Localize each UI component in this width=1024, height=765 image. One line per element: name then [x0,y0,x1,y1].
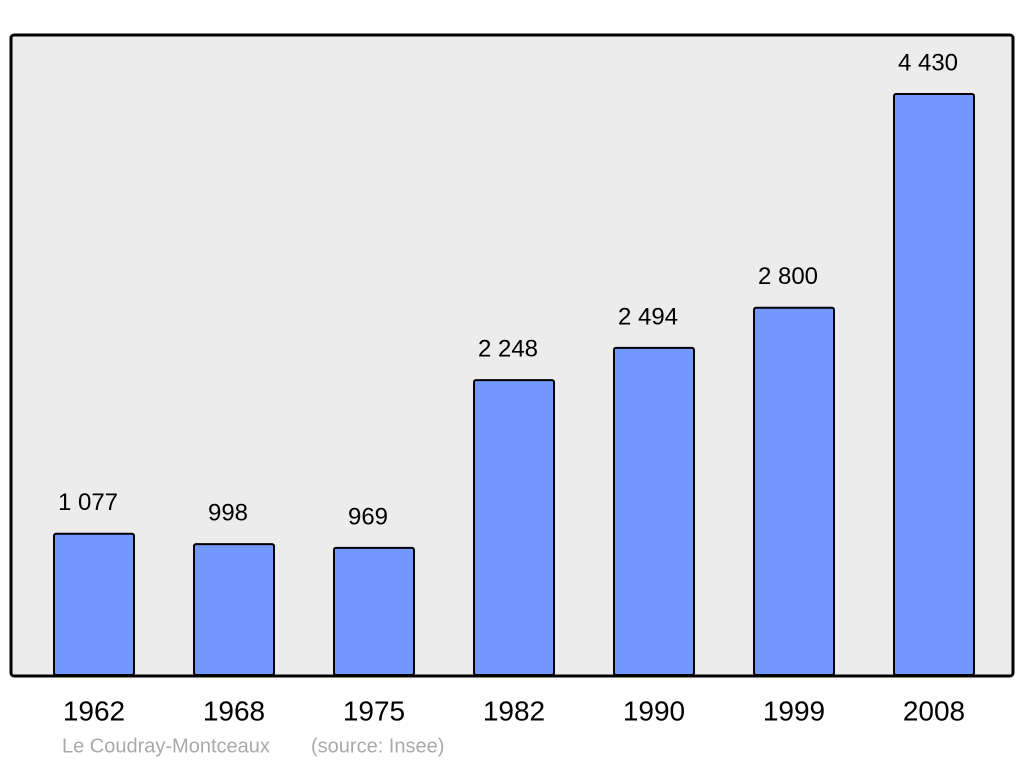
bar [333,546,415,676]
x-tick-label: 1968 [203,695,265,726]
x-tick-label: 1982 [483,695,545,726]
value-label: 1 077 [58,489,118,516]
bar [893,93,975,676]
value-label: 998 [208,499,248,526]
bar [613,346,695,676]
bar [53,532,135,677]
caption: Le Coudray-Montceaux [62,735,270,757]
value-label: 2 248 [478,336,538,363]
bar [473,379,555,676]
x-tick-label: 1962 [63,695,125,726]
source: (source: Insee) [311,735,444,757]
value-label: 4 430 [898,49,958,76]
value-label: 2 494 [618,303,678,330]
x-tick-label: 1999 [763,695,825,726]
x-tick-label: 1990 [623,695,685,726]
x-tick-label: 2008 [903,695,965,726]
value-label: 969 [348,503,388,530]
x-tick-label: 1975 [343,695,405,726]
bar [193,543,275,677]
value-label: 2 800 [758,263,818,290]
bar [753,306,835,676]
